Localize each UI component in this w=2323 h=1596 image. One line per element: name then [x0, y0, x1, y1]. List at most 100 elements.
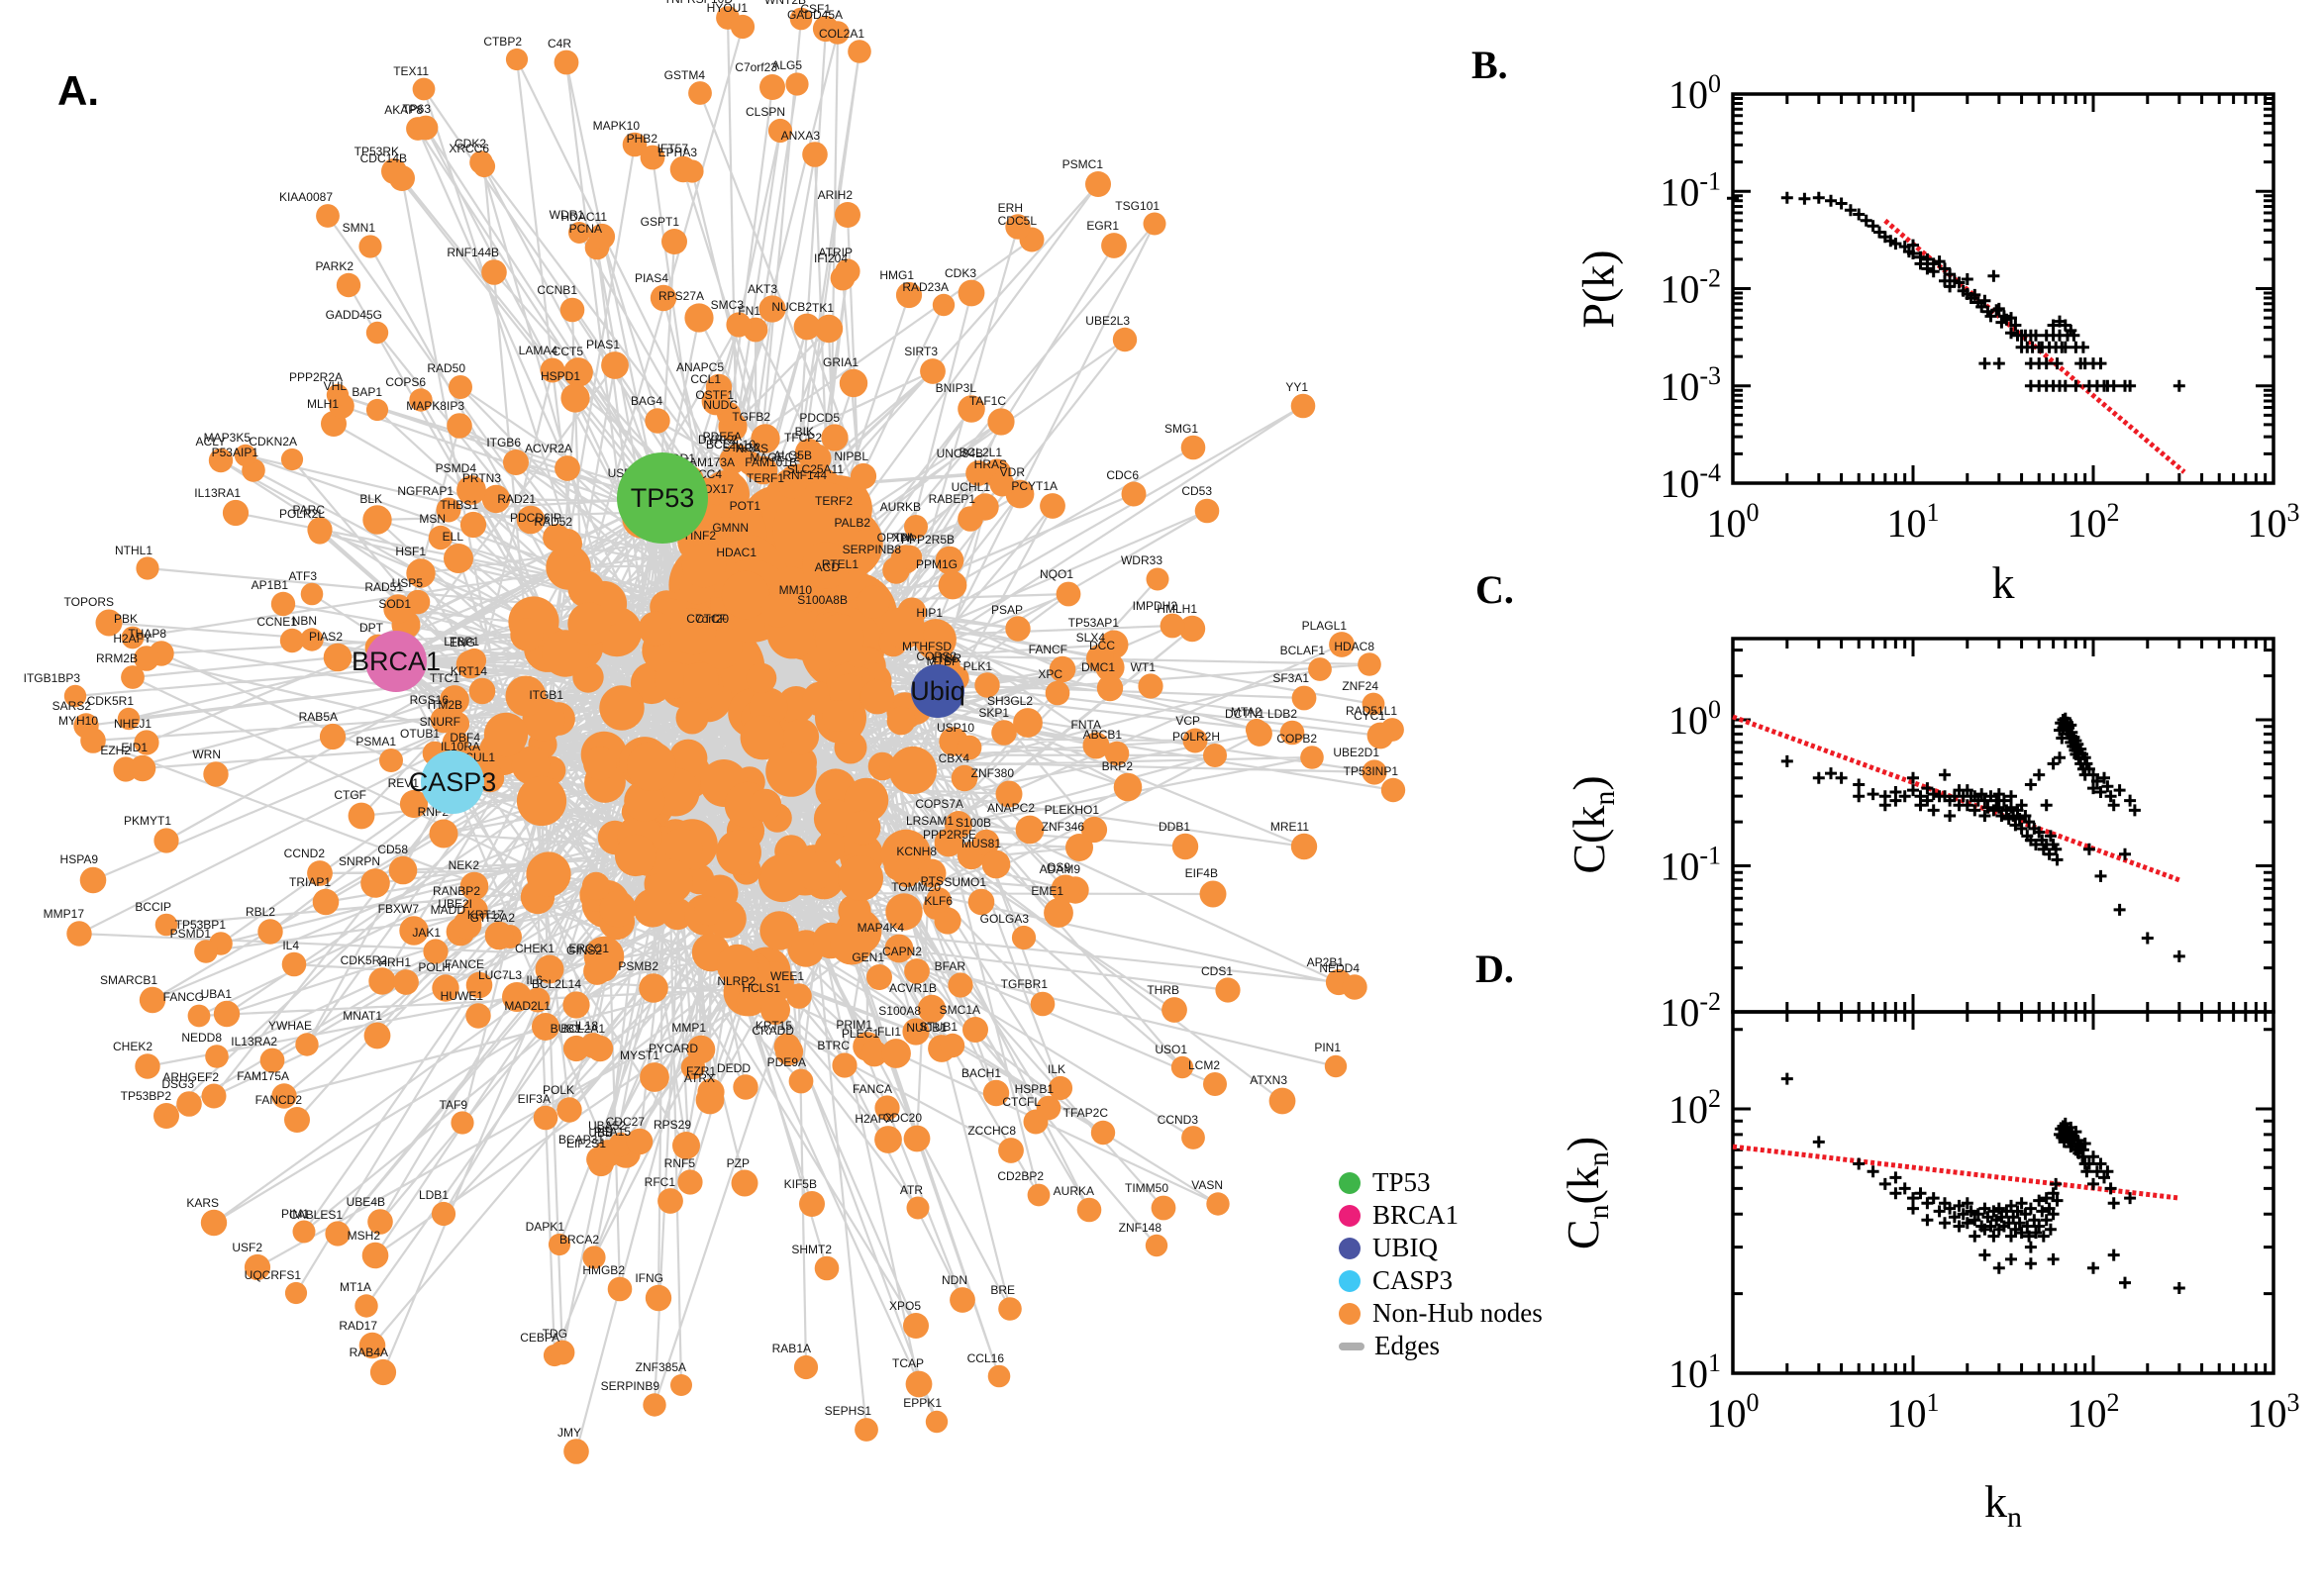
gene-node[interactable] [866, 964, 892, 990]
gene-node[interactable] [812, 15, 840, 43]
gene-node[interactable] [95, 609, 123, 637]
gene-node[interactable] [354, 1294, 378, 1318]
gene-node[interactable] [599, 685, 645, 731]
gene-node[interactable] [981, 849, 1011, 879]
gene-node[interactable] [622, 132, 648, 157]
gene-node[interactable] [383, 594, 413, 624]
gene-node[interactable] [967, 888, 995, 916]
gene-node[interactable] [971, 493, 999, 521]
gene-node[interactable] [650, 284, 677, 312]
gene-node[interactable] [638, 611, 673, 647]
gene-node[interactable] [461, 648, 487, 673]
gene-node[interactable] [510, 618, 544, 651]
gene-node[interactable] [1247, 721, 1272, 747]
gene-node[interactable] [1145, 1234, 1168, 1257]
gene-node[interactable] [844, 777, 889, 823]
gene-node[interactable] [736, 987, 765, 1017]
gene-node[interactable] [789, 7, 813, 31]
gene-node[interactable] [399, 916, 429, 946]
gene-node[interactable] [972, 829, 1000, 856]
gene-node[interactable] [1160, 613, 1185, 639]
gene-node[interactable] [325, 1221, 351, 1247]
gene-node[interactable] [1036, 1095, 1061, 1121]
gene-node[interactable] [134, 646, 159, 671]
gene-node[interactable] [257, 919, 283, 945]
gene-node[interactable] [743, 454, 768, 480]
gene-node[interactable] [830, 922, 873, 965]
gene-node[interactable] [1182, 728, 1208, 753]
gene-node[interactable] [1290, 833, 1318, 860]
gene-node[interactable] [1170, 1055, 1194, 1079]
gene-node[interactable] [540, 357, 565, 383]
gene-node[interactable] [813, 798, 855, 840]
gene-node[interactable] [958, 279, 985, 307]
gene-node[interactable] [563, 1439, 589, 1464]
gene-node[interactable] [548, 1233, 571, 1256]
gene-node[interactable] [379, 748, 403, 772]
gene-node[interactable] [360, 868, 390, 898]
gene-node[interactable] [1324, 1054, 1348, 1078]
gene-node[interactable] [730, 14, 756, 40]
gene-node[interactable] [222, 499, 250, 527]
gene-node[interactable] [365, 398, 389, 422]
gene-node[interactable] [705, 373, 733, 401]
gene-node[interactable] [423, 939, 449, 964]
gene-node[interactable] [154, 913, 178, 937]
gene-node[interactable] [1358, 652, 1381, 676]
gene-node[interactable] [839, 368, 868, 398]
gene-node[interactable] [176, 1091, 202, 1117]
gene-node[interactable] [655, 661, 692, 699]
gene-node[interactable] [760, 995, 790, 1025]
gene-node[interactable] [543, 524, 570, 551]
gene-node[interactable] [917, 858, 947, 888]
gene-node[interactable] [767, 118, 793, 144]
gene-node[interactable] [681, 543, 727, 588]
gene-node[interactable] [1015, 815, 1045, 845]
gene-node[interactable] [465, 971, 493, 999]
gene-node[interactable] [822, 700, 854, 732]
gene-node[interactable] [726, 312, 752, 338]
gene-node[interactable] [459, 871, 489, 901]
gene-node[interactable] [271, 1083, 297, 1109]
gene-node[interactable] [413, 115, 439, 141]
gene-node[interactable] [436, 497, 461, 523]
gene-node[interactable] [835, 202, 860, 228]
gene-node[interactable] [1085, 171, 1111, 197]
gene-node[interactable] [1005, 214, 1031, 240]
gene-node[interactable] [1101, 233, 1127, 258]
gene-node[interactable] [874, 1126, 902, 1153]
gene-node[interactable] [661, 229, 687, 254]
gene-node[interactable] [838, 855, 883, 901]
gene-node[interactable] [821, 424, 849, 451]
gene-node[interactable] [1080, 816, 1108, 844]
gene-node[interactable] [432, 974, 459, 1002]
gene-node[interactable] [848, 40, 871, 63]
gene-node[interactable] [1199, 880, 1227, 908]
gene-node[interactable] [855, 1418, 878, 1442]
gene-node[interactable] [716, 944, 759, 987]
gene-node[interactable] [884, 934, 914, 963]
gene-node[interactable] [951, 764, 978, 792]
gene-node[interactable] [1215, 977, 1241, 1003]
gene-node[interactable] [542, 630, 589, 677]
gene-node[interactable] [683, 662, 719, 698]
gene-node[interactable] [136, 556, 159, 580]
hub-node-tp53[interactable] [617, 452, 708, 544]
gene-node[interactable] [1138, 673, 1163, 699]
gene-node[interactable] [626, 1128, 654, 1155]
gene-node[interactable] [1143, 212, 1166, 236]
gene-node[interactable] [1268, 1087, 1296, 1115]
gene-node[interactable] [838, 894, 871, 928]
gene-node[interactable] [1203, 1072, 1227, 1096]
gene-node[interactable] [412, 77, 436, 101]
gene-node[interactable] [891, 856, 923, 888]
gene-node[interactable] [442, 729, 469, 756]
gene-node[interactable] [526, 851, 571, 897]
gene-node[interactable] [516, 505, 546, 535]
gene-node[interactable] [1013, 708, 1043, 738]
gene-node[interactable] [995, 780, 1023, 808]
gene-node[interactable] [733, 1074, 758, 1100]
gene-node[interactable] [814, 832, 846, 863]
gene-node[interactable] [430, 706, 457, 734]
gene-node[interactable] [336, 272, 361, 298]
